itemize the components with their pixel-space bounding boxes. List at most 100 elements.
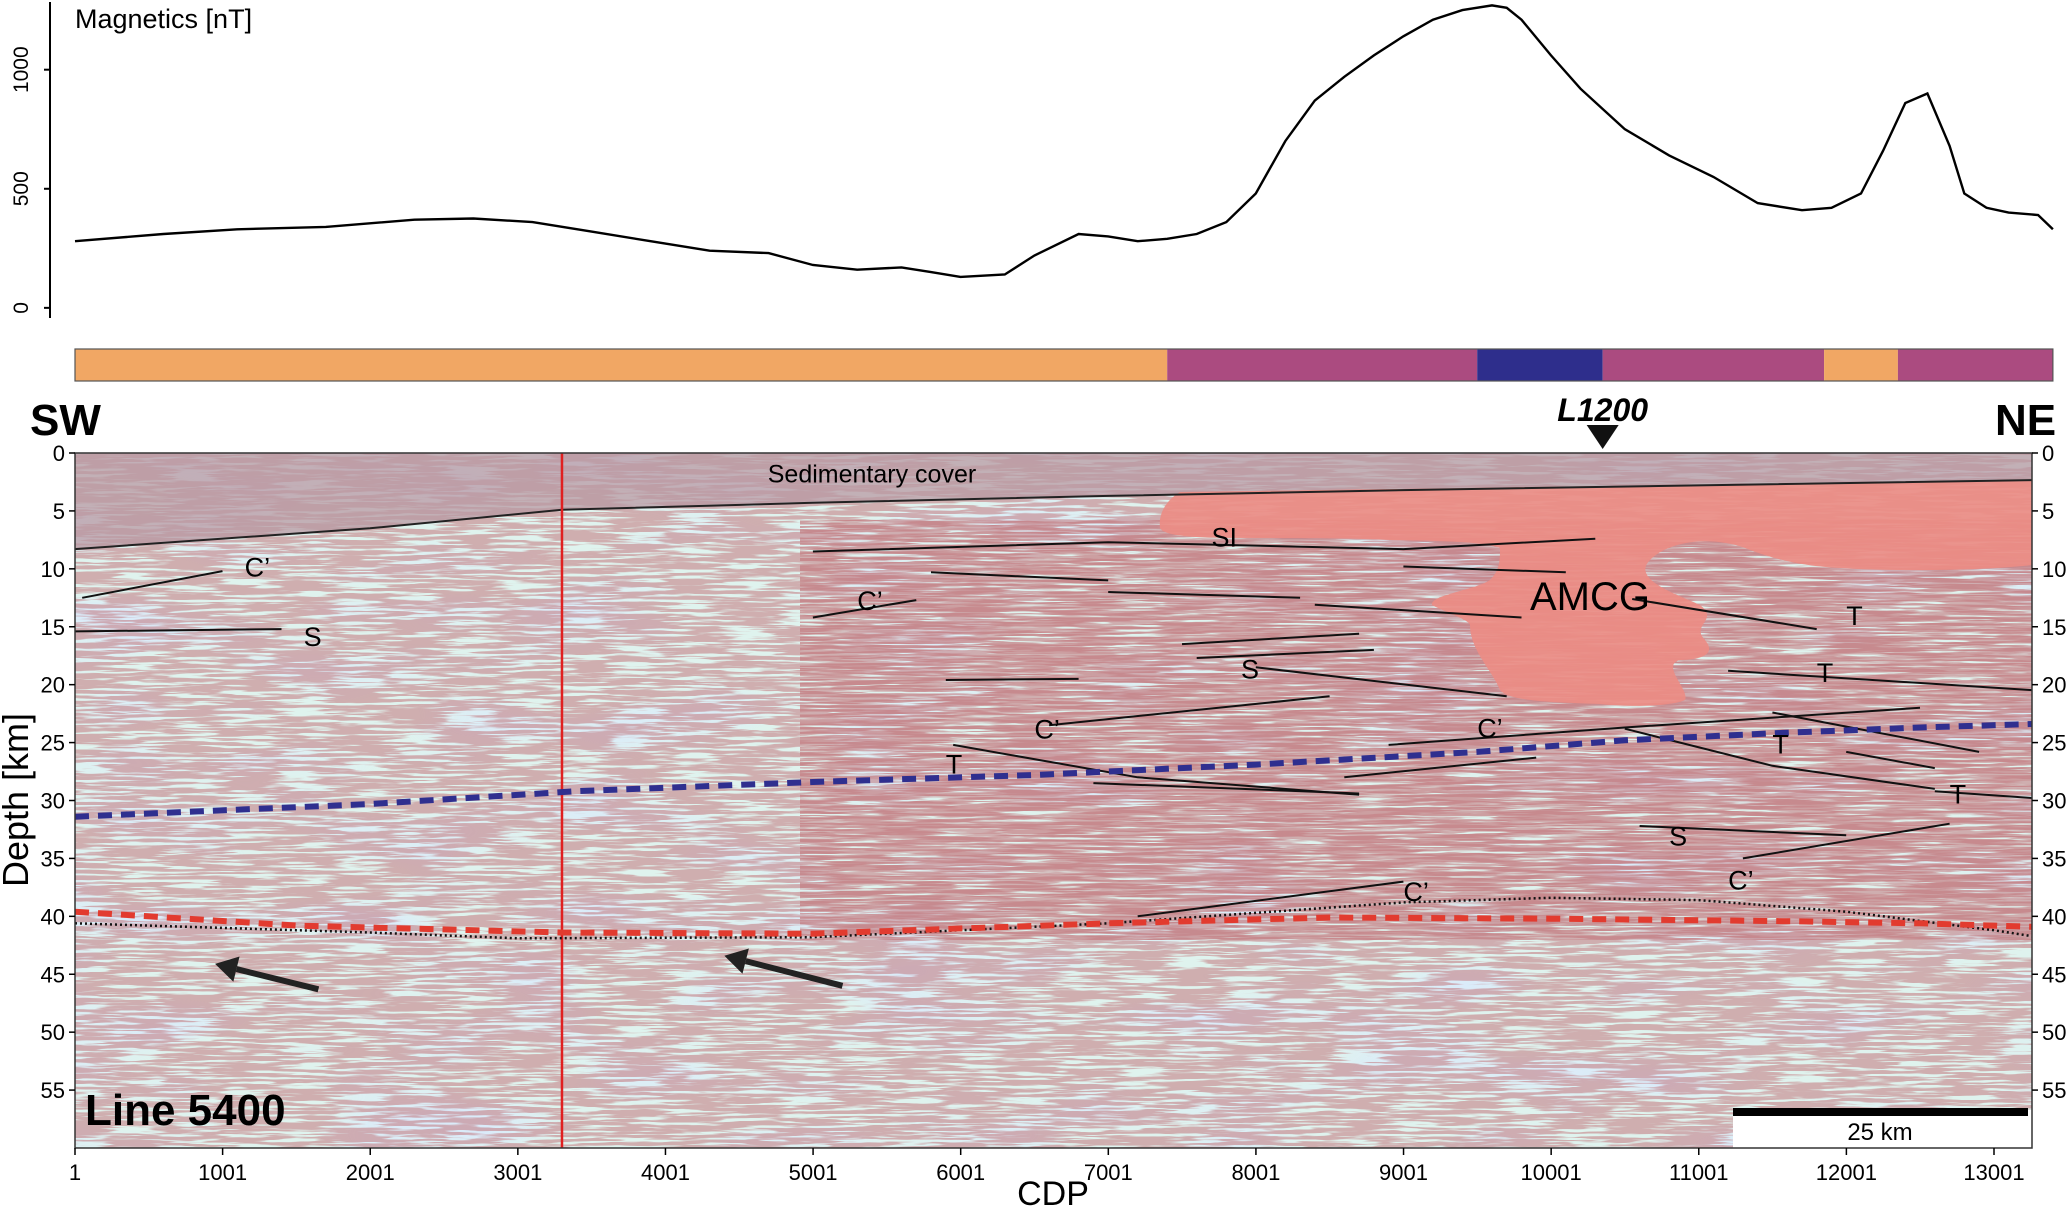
cdp-axis-label: CDP [1017, 1175, 1089, 1209]
cdp-tick-label: 13001 [1963, 1160, 2024, 1185]
magnetics-ticks: 0 500 1000 [10, 46, 50, 314]
interpreted-line [1624, 727, 1935, 790]
cdp-tick-label: 3001 [493, 1160, 542, 1185]
depth-tick-label: 20 [41, 673, 65, 698]
lithology-segment [1167, 349, 1478, 381]
annotation-label: S [1241, 654, 1259, 684]
arrows [215, 948, 844, 993]
interpreted-line [1196, 648, 1374, 659]
interpreted-line [75, 628, 282, 633]
depth-tick-label: 30 [2042, 789, 2066, 814]
depth-tick-label: 35 [41, 846, 65, 871]
magnetics-panel: Magnetics [nT] 0 500 1000 [10, 2, 2054, 318]
interpreted-line [930, 571, 1109, 582]
annotation-label: C’ [245, 553, 271, 583]
interpreted-line [812, 599, 917, 619]
interpreted-line [1388, 706, 1921, 746]
magnetics-tick-label: 0 [10, 302, 33, 314]
lithology-bar-frame [74, 348, 2054, 382]
interpreted-line [1934, 790, 2032, 800]
cdp-tick-label: 1001 [198, 1160, 247, 1185]
annotation-label: Sedimentary cover [768, 461, 976, 489]
interpreted-line [1093, 782, 1360, 795]
interpreted-line [1742, 822, 1950, 860]
depth-tick-label: 5 [2042, 499, 2054, 524]
annotation-label: T [1817, 658, 1834, 688]
cdp-tick-label: 1 [69, 1160, 81, 1185]
interpreted-line [1639, 825, 1847, 837]
interpreted-line [1255, 666, 1507, 698]
depth-tick-label: 45 [41, 962, 65, 987]
amcg-label: AMCG [1530, 575, 1650, 619]
depth-tick-label: 10 [2042, 557, 2066, 582]
interpreted-line [1403, 565, 1566, 574]
cdp-ticks: 1 1001 2001 3001 4001 5001 6001 7001 8001 9001 100… [69, 1148, 2025, 1185]
depth-tick-label: 10 [41, 557, 65, 582]
cdp-tick-label: 10001 [1521, 1160, 1582, 1185]
annotation-label: S [1669, 821, 1687, 851]
annotation-label: T [1950, 780, 1967, 810]
cdp-tick-label: 6001 [936, 1160, 985, 1185]
annotation-label: C’ [1728, 865, 1754, 895]
depth-tick-label: 30 [41, 789, 65, 814]
interpreted-line [82, 570, 223, 599]
amcg-body [1159, 480, 2032, 706]
depth-axis-label: Depth [km] [0, 713, 36, 887]
depth-tick-label: 55 [41, 1078, 65, 1103]
cdp-tick-label: 4001 [641, 1160, 690, 1185]
l1200-label: L1200 [1557, 392, 1648, 428]
scale-bar-bg [1733, 1110, 2032, 1148]
depth-tick-label: 40 [2042, 904, 2066, 929]
scale-bar [1733, 1108, 2028, 1116]
depth-tick-label: 5 [53, 499, 65, 524]
depth-tick-label: 0 [53, 441, 65, 466]
depth-ticks-right: 0 5 10 15 20 25 30 35 40 45 50 55 [2032, 441, 2066, 1103]
interpreted-lines [75, 537, 2032, 918]
depth-tick-label: 0 [2042, 441, 2054, 466]
depth-tick-label: 25 [41, 731, 65, 756]
depth-tick-label: 35 [2042, 846, 2066, 871]
annotation-label: C’ [857, 586, 883, 616]
interpreted-line [1108, 591, 1301, 599]
cdp-tick-label: 9001 [1379, 1160, 1428, 1185]
interpreted-line [1344, 756, 1537, 779]
annotation-label: T [1772, 730, 1789, 760]
annotation-label: C’ [1403, 877, 1429, 907]
l1200-triangle-marker [1586, 425, 1619, 449]
cdp-tick-label: 11001 [1669, 1160, 1729, 1185]
depth-tick-label: 40 [41, 904, 65, 929]
depth-tick-label: 55 [2042, 1078, 2066, 1103]
interpreted-line [953, 743, 1360, 796]
arrow [215, 956, 320, 993]
magnetics-series-line [74, 4, 2054, 279]
depth-tick-label: 50 [41, 1020, 65, 1045]
depth-ticks-left: 0 5 10 15 20 25 30 35 40 45 50 55 [41, 441, 75, 1103]
cdp-tick-label: 5001 [789, 1160, 838, 1185]
annotation-label: S [304, 622, 322, 652]
annotation-label: T [1846, 601, 1863, 631]
interpreted-line [1181, 632, 1360, 646]
red-dashed-line [75, 908, 2032, 937]
lithology-segment [1602, 349, 1825, 381]
ne-label: NE [1995, 396, 2056, 445]
lithology-segment [75, 349, 1168, 381]
cdp-tick-label: 7001 [1084, 1160, 1133, 1185]
annotation-label: C’ [1477, 714, 1503, 744]
depth-tick-label: 15 [2042, 615, 2066, 640]
depth-tick-label: 20 [2042, 673, 2066, 698]
sw-label: SW [30, 396, 101, 445]
line-label: Line 5400 [85, 1086, 286, 1135]
depth-tick-label: 25 [2042, 731, 2066, 756]
scale-bar-label: 25 km [1847, 1119, 1912, 1146]
arrow [724, 948, 844, 989]
interpreted-line [1632, 598, 1817, 631]
sedimentary-cover [75, 453, 2032, 550]
depth-tick-label: 45 [2042, 962, 2066, 987]
interpreted-line [1048, 695, 1330, 727]
annotation-label: C’ [1034, 715, 1060, 745]
cdp-tick-label: 8001 [1231, 1160, 1280, 1185]
magnetics-tick-label: 1000 [10, 46, 33, 93]
